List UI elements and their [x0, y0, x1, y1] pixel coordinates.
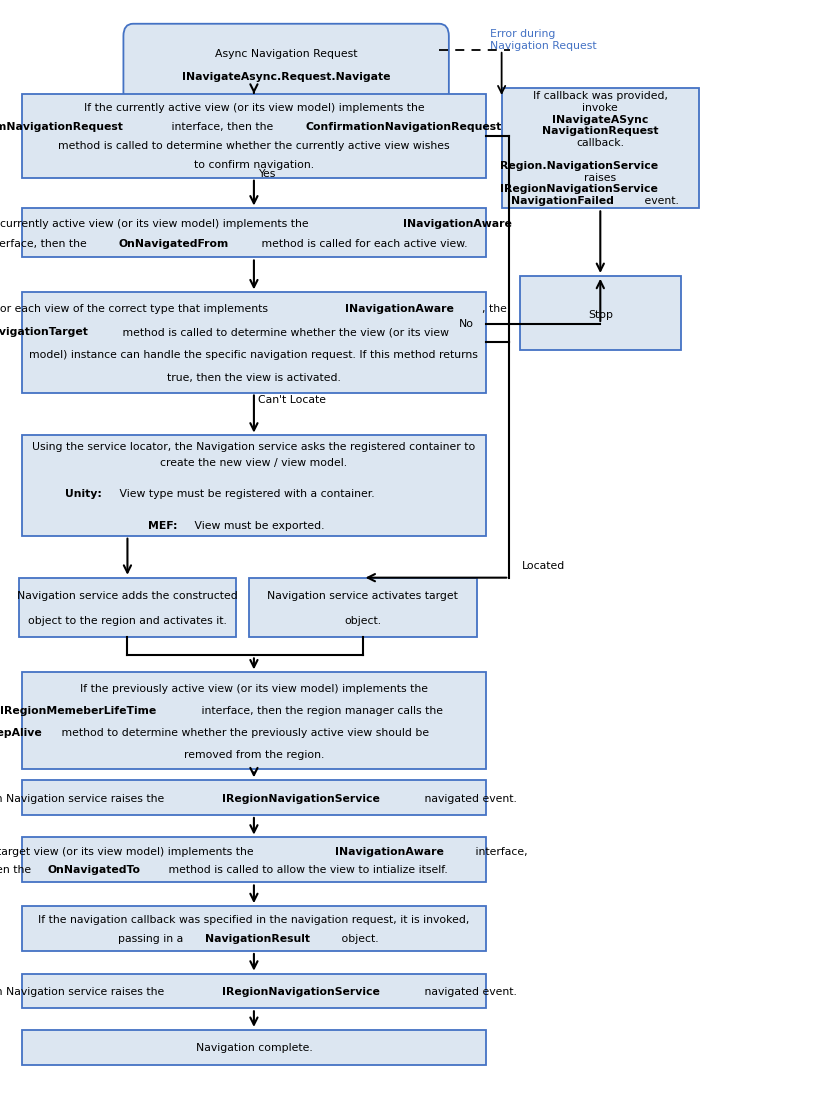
Text: to confirm navigation.: to confirm navigation.	[194, 160, 314, 170]
Text: KeepAlive: KeepAlive	[0, 728, 42, 738]
Text: method to determine whether the previously active view should be: method to determine whether the previous…	[58, 728, 429, 738]
Text: method is called to determine whether the currently active view wishes: method is called to determine whether th…	[58, 141, 450, 151]
Text: Async Navigation Request: Async Navigation Request	[215, 48, 358, 58]
Text: method is called to determine whether the view (or its view: method is called to determine whether th…	[118, 327, 449, 338]
FancyBboxPatch shape	[501, 88, 699, 208]
Text: interface, then the: interface, then the	[168, 122, 276, 133]
Text: model) instance can handle the specific navigation request. If this method retur: model) instance can handle the specific …	[30, 350, 478, 359]
Text: INavigationAware: INavigationAware	[403, 219, 511, 229]
Text: method is called to allow the view to intialize itself.: method is called to allow the view to in…	[165, 866, 448, 876]
Text: removed from the region.: removed from the region.	[184, 750, 324, 761]
Text: create the new view / view model.: create the new view / view model.	[160, 458, 348, 468]
Text: interface, then the region manager calls the: interface, then the region manager calls…	[198, 706, 443, 716]
Text: Navigation service adds the constructed: Navigation service adds the constructed	[17, 591, 238, 602]
Text: INavigateAsync.Request.Navigate: INavigateAsync.Request.Navigate	[182, 72, 390, 82]
FancyBboxPatch shape	[22, 1030, 486, 1064]
Text: true, then the view is activated.: true, then the view is activated.	[167, 373, 341, 383]
Text: View must be exported.: View must be exported.	[191, 521, 324, 530]
Text: Using the service locator, the Navigation service asks the registered container : Using the service locator, the Navigatio…	[32, 442, 476, 453]
FancyBboxPatch shape	[22, 208, 486, 258]
Text: OnNavigatedFrom: OnNavigatedFrom	[118, 239, 229, 249]
FancyBboxPatch shape	[22, 94, 486, 178]
FancyBboxPatch shape	[22, 435, 486, 536]
Text: View type must be registered with a container.: View type must be registered with a cont…	[116, 489, 375, 499]
Text: NavigationFailed: NavigationFailed	[511, 196, 614, 206]
FancyBboxPatch shape	[22, 293, 486, 392]
FancyBboxPatch shape	[19, 578, 236, 637]
Text: Region Navigation service raises the: Region Navigation service raises the	[0, 794, 168, 803]
FancyBboxPatch shape	[249, 578, 477, 637]
Text: OnNavigatedTo: OnNavigatedTo	[48, 866, 141, 876]
Text: NavigationResult: NavigationResult	[206, 934, 311, 944]
Text: interface, then the: interface, then the	[0, 239, 90, 249]
Text: callback.: callback.	[576, 138, 624, 148]
Text: IConfirmNavigationRequest: IConfirmNavigationRequest	[0, 122, 123, 133]
Text: Region Navigation service raises the: Region Navigation service raises the	[0, 987, 168, 997]
Text: IRegionNavigationService: IRegionNavigationService	[501, 184, 658, 194]
Text: If the previously active view (or its view model) implements the: If the previously active view (or its vi…	[80, 684, 428, 694]
Text: If the currently active view (or its view model) implements the: If the currently active view (or its vie…	[84, 103, 424, 113]
Text: ConfirmationNavigationRequest: ConfirmationNavigationRequest	[305, 122, 501, 133]
Text: event.: event.	[641, 196, 679, 206]
Text: If callback was provided,: If callback was provided,	[533, 91, 667, 102]
Text: Navigation service activates target: Navigation service activates target	[267, 591, 458, 602]
Text: interface,: interface,	[473, 846, 528, 857]
Text: If the navigation callback was specified in the navigation request, it is invoke: If the navigation callback was specified…	[39, 915, 469, 925]
Text: passing in a: passing in a	[118, 934, 187, 944]
FancyBboxPatch shape	[22, 780, 486, 815]
Text: Error during
Navigation Request: Error during Navigation Request	[490, 30, 597, 52]
Text: If the currently active view (or its view model) implements the: If the currently active view (or its vie…	[0, 219, 312, 229]
FancyBboxPatch shape	[22, 837, 486, 882]
Text: object.: object.	[338, 934, 379, 944]
Text: MEF:: MEF:	[149, 521, 182, 530]
Text: then the: then the	[0, 866, 35, 876]
FancyBboxPatch shape	[22, 906, 486, 951]
FancyBboxPatch shape	[520, 276, 681, 350]
FancyBboxPatch shape	[22, 973, 486, 1008]
Text: For each view of the correct type that implements: For each view of the correct type that i…	[0, 305, 271, 315]
Text: raises: raises	[584, 173, 616, 183]
Text: Can't Locate: Can't Locate	[258, 395, 326, 404]
Text: navigated event.: navigated event.	[422, 794, 517, 803]
Text: object to the region and activates it.: object to the region and activates it.	[28, 616, 227, 626]
Text: Region.NavigationService: Region.NavigationService	[501, 161, 658, 171]
Text: INavigationAware: INavigationAware	[335, 846, 444, 857]
Text: Unity:: Unity:	[65, 489, 105, 499]
Text: If the target view (or its view model) implements the: If the target view (or its view model) i…	[0, 846, 257, 857]
Text: No: No	[459, 319, 474, 329]
Text: IRegionNavigationService: IRegionNavigationService	[222, 794, 380, 803]
Text: IsNavigationTarget: IsNavigationTarget	[0, 327, 88, 338]
Text: NavigationRequest: NavigationRequest	[542, 126, 658, 136]
Text: INavigateASync: INavigateASync	[552, 115, 649, 125]
Text: Stop: Stop	[588, 310, 613, 320]
Text: invoke: invoke	[583, 103, 618, 113]
Text: object.: object.	[344, 616, 381, 626]
Text: , the: , the	[483, 305, 507, 315]
Text: navigated event.: navigated event.	[422, 987, 517, 997]
Text: Yes: Yes	[258, 169, 275, 179]
Text: method is called for each active view.: method is called for each active view.	[258, 239, 467, 249]
Text: IRegionNavigationService: IRegionNavigationService	[222, 987, 380, 997]
Text: Located: Located	[522, 561, 566, 571]
Text: INavigationAware: INavigationAware	[344, 305, 454, 315]
FancyBboxPatch shape	[123, 24, 449, 104]
Text: Navigation complete.: Navigation complete.	[196, 1043, 312, 1053]
FancyBboxPatch shape	[22, 672, 486, 769]
Text: IRegionMemeberLifeTime: IRegionMemeberLifeTime	[0, 706, 156, 716]
